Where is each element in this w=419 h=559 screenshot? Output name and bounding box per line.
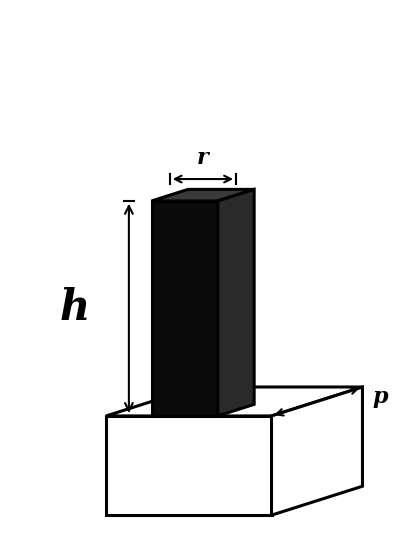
Text: h: h: [60, 287, 90, 329]
Text: p: p: [373, 386, 388, 408]
Polygon shape: [106, 416, 272, 515]
Polygon shape: [106, 387, 362, 416]
Polygon shape: [272, 387, 362, 515]
Polygon shape: [152, 190, 254, 201]
Text: r: r: [197, 146, 209, 169]
Polygon shape: [152, 201, 218, 416]
Polygon shape: [218, 190, 254, 416]
